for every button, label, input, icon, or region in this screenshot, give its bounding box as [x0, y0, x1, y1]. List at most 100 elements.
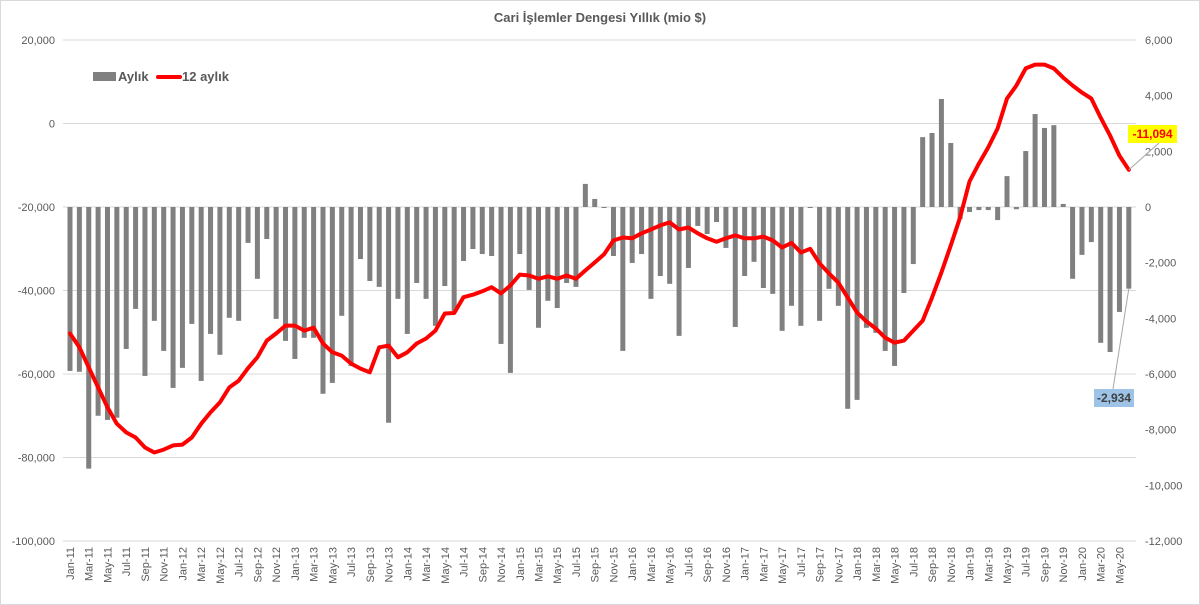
x-tick-label: Jul-17: [796, 547, 808, 577]
bar: [376, 207, 382, 287]
x-tick-label: Mar-19: [983, 547, 995, 582]
x-tick-label: May-11: [102, 547, 114, 583]
x-tick-label: May-16: [665, 547, 677, 584]
bar: [479, 207, 485, 255]
x-tick-label: May-19: [1002, 547, 1014, 584]
left-axis: -100,000 -80,000 -60,000 -40,000 -20,000 0 20,…: [12, 35, 55, 548]
bar: [254, 207, 260, 279]
x-tick-label: Nov-16: [721, 547, 733, 582]
annotation-box-bar: [1094, 389, 1134, 407]
bar: [386, 207, 392, 423]
annotations: -11,094 -2,934: [1094, 125, 1177, 407]
bar: [1098, 207, 1104, 343]
x-tick-label: Jan-13: [290, 547, 302, 581]
bar: [217, 207, 223, 355]
left-tick-label: 0: [49, 119, 55, 131]
bar: [226, 207, 232, 318]
bar: [348, 207, 354, 366]
left-tick-label: -40,000: [18, 286, 55, 298]
bar: [620, 207, 626, 351]
bar: [470, 207, 476, 250]
bar: [807, 207, 813, 208]
chart-title: Cari İşlemler Dengesi Yıllık (mio $): [494, 10, 706, 25]
right-tick-label: 0: [1145, 202, 1151, 214]
x-tick-label: Nov-14: [496, 547, 508, 582]
x-tick-label: Mar-13: [309, 547, 321, 582]
bar: [1116, 207, 1122, 312]
x-tick-label: Jul-18: [908, 547, 920, 577]
right-tick-label: -2,000: [1145, 258, 1176, 270]
x-tick-label: Sep-17: [815, 547, 827, 582]
bar: [667, 207, 673, 284]
bar: [882, 207, 888, 351]
bar: [311, 207, 317, 338]
bar: [1032, 114, 1038, 207]
right-axis: -12,000-10,000-8,000-6,000-4,000-2,00002…: [1145, 35, 1182, 548]
bar: [873, 207, 879, 333]
x-tick-label: Jan-15: [515, 547, 527, 581]
x-tick-label: Jan-18: [852, 547, 864, 581]
x-tick-label: Nov-12: [271, 547, 283, 582]
right-tick-label: 6,000: [1145, 35, 1173, 47]
x-tick-label: Jul-16: [683, 547, 695, 577]
x-tick-label: Mar-14: [421, 547, 433, 582]
left-tick-label: -100,000: [12, 536, 55, 548]
x-tick-label: Mar-11: [84, 547, 96, 581]
annotation-label-bar: -2,934: [1097, 391, 1131, 405]
bar: [283, 207, 289, 341]
bar: [695, 207, 701, 226]
bar: [610, 207, 616, 256]
legend-swatch-aylik: [93, 72, 116, 81]
x-tick-label: Jul-12: [234, 547, 246, 577]
right-tick-label: -12,000: [1145, 536, 1182, 548]
x-tick-label: May-18: [890, 547, 902, 584]
x-tick-label: Nov-13: [384, 547, 396, 582]
bar: [151, 207, 157, 321]
bar: [1070, 207, 1076, 279]
bar: [264, 207, 270, 240]
bar: [554, 207, 560, 309]
bar: [601, 207, 607, 208]
bar: [86, 207, 92, 469]
bar: [976, 207, 982, 211]
bar: [526, 207, 532, 290]
bar: [1004, 176, 1010, 207]
x-tick-label: Jan-12: [177, 547, 189, 581]
x-tick-label: Sep-13: [365, 547, 377, 582]
bar: [704, 207, 710, 234]
bar: [929, 132, 935, 207]
bar: [442, 207, 448, 287]
bar: [423, 207, 429, 299]
annotation-box-line: [1128, 125, 1177, 143]
bar: [189, 207, 195, 324]
bar: [863, 207, 869, 328]
x-tick-label: May-20: [1114, 547, 1126, 584]
x-tick-label: Sep-16: [702, 547, 714, 582]
bar: [779, 207, 785, 331]
bar: [67, 207, 73, 371]
bar: [676, 207, 682, 336]
bar: [685, 207, 691, 268]
x-tick-label: May-13: [327, 547, 339, 584]
x-tick-label: May-17: [777, 547, 789, 584]
bar: [273, 207, 279, 319]
bar: [104, 207, 110, 420]
bar: [432, 207, 438, 326]
bar: [507, 207, 513, 373]
right-tick-label: -4,000: [1145, 313, 1176, 325]
left-tick-label: -60,000: [18, 369, 55, 381]
bar: [967, 207, 973, 213]
bar: [179, 207, 185, 368]
bar: [751, 207, 757, 262]
bar: [938, 99, 944, 207]
bar: [301, 207, 307, 338]
bar-series-aylik: [67, 99, 1132, 469]
bar: [854, 207, 860, 400]
bar: [582, 183, 588, 207]
bar: [339, 207, 345, 316]
right-tick-label: 4,000: [1145, 91, 1173, 103]
bar: [161, 207, 167, 351]
bar: [536, 207, 541, 328]
bar: [170, 207, 176, 388]
bar: [892, 207, 898, 366]
